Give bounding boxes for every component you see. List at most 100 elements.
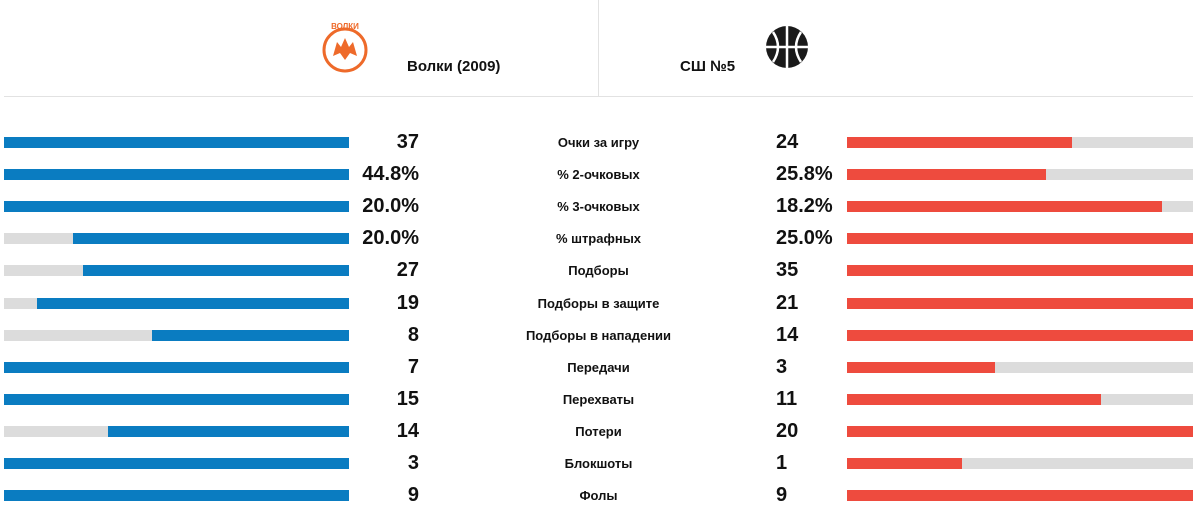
- basketball-icon: [764, 24, 810, 70]
- away-bar-track: [847, 298, 1193, 309]
- away-bar-track: [847, 233, 1193, 244]
- home-stat-value: 8: [407, 324, 419, 346]
- home-bar-fill: [107, 426, 349, 437]
- away-bar-track: [847, 330, 1193, 341]
- away-stat-value: 11: [776, 388, 798, 410]
- home-bar-track: [4, 394, 349, 405]
- home-stat-value: 9: [407, 484, 419, 506]
- home-bar-track: [4, 169, 349, 180]
- home-bar-track: [4, 458, 349, 469]
- away-stat-value: 9: [776, 484, 788, 506]
- home-bar-track: [4, 265, 349, 276]
- away-bar-fill: [847, 362, 996, 373]
- away-bar-fill: [847, 169, 1046, 180]
- stat-label: Фолы: [579, 488, 618, 503]
- away-bar-track: [847, 394, 1193, 405]
- away-stat-value: 35: [776, 259, 799, 281]
- away-bar-fill: [847, 426, 1193, 437]
- away-team-name: СШ №5: [680, 58, 736, 75]
- home-bar-track: [4, 490, 349, 501]
- stat-row: 3 Блокшоты 1: [0, 448, 1197, 480]
- stat-row: 9 Фолы 9: [0, 480, 1197, 512]
- svg-text:ВОЛКИ: ВОЛКИ: [331, 22, 359, 31]
- stat-row: 14 Потери 20: [0, 416, 1197, 448]
- away-stat-value: 20: [776, 420, 799, 442]
- home-bar-fill: [4, 362, 349, 373]
- away-bar-track: [847, 265, 1193, 276]
- home-bar-fill: [4, 490, 349, 501]
- away-bar-fill: [847, 265, 1193, 276]
- away-stat-value: 18.2%: [776, 195, 833, 217]
- away-stat-value: 25.0%: [776, 227, 833, 249]
- home-stat-value: 37: [396, 131, 419, 153]
- home-bar-track: [4, 298, 349, 309]
- home-bar-fill: [4, 394, 349, 405]
- header-separator: [4, 96, 1193, 97]
- stat-label: Передачи: [567, 360, 630, 375]
- home-bar-fill: [73, 233, 349, 244]
- away-bar-fill: [847, 458, 963, 469]
- away-bar-fill: [847, 298, 1193, 309]
- stat-label: % штрафных: [555, 231, 642, 246]
- away-stat-value: 14: [776, 324, 799, 346]
- stat-label: Подборы в защите: [537, 296, 660, 311]
- wolf-logo-icon: ВОЛКИ: [320, 20, 370, 76]
- stat-row: 19 Подборы в защите 21: [0, 288, 1197, 320]
- stat-label: Подборы в нападении: [525, 328, 672, 343]
- away-bar-fill: [847, 330, 1193, 341]
- home-bar-track: [4, 330, 349, 341]
- away-bar-fill: [847, 201, 1162, 212]
- home-bar-fill: [152, 330, 349, 341]
- stat-label: Очки за игру: [557, 135, 640, 150]
- home-bar-track: [4, 201, 349, 212]
- stat-row: 20.0% % 3-очковых 18.2%: [0, 191, 1197, 223]
- home-stat-value: 27: [396, 259, 419, 281]
- home-bar-fill: [4, 458, 349, 469]
- home-bar-track: [4, 426, 349, 437]
- home-bar-track: [4, 137, 349, 148]
- stat-row: 44.8% % 2-очковых 25.8%: [0, 159, 1197, 191]
- stat-label: % 3-очковых: [557, 199, 640, 214]
- home-stat-value: 15: [396, 388, 419, 410]
- home-bar-fill: [4, 137, 349, 148]
- home-stat-value: 7: [407, 356, 419, 378]
- away-bar-track: [847, 201, 1193, 212]
- stat-label: Потери: [575, 424, 622, 439]
- header-divider: [598, 0, 599, 96]
- away-bar-fill: [847, 490, 1193, 501]
- away-bar-fill: [847, 394, 1101, 405]
- home-bar-fill: [4, 169, 349, 180]
- away-bar-track: [847, 426, 1193, 437]
- away-bar-track: [847, 362, 1193, 373]
- away-bar-fill: [847, 233, 1193, 244]
- away-bar-track: [847, 137, 1193, 148]
- home-team-name: Волки (2009): [407, 58, 501, 75]
- stat-row: 20.0% % штрафных 25.0%: [0, 223, 1197, 255]
- home-bar-track: [4, 233, 349, 244]
- away-stat-value: 25.8%: [776, 163, 833, 185]
- stat-row: 8 Подборы в нападении 14: [0, 320, 1197, 352]
- home-stat-value: 3: [407, 452, 419, 474]
- stat-row: 15 Перехваты 11: [0, 384, 1197, 416]
- stat-label: % 2-очковых: [557, 167, 640, 182]
- away-bar-fill: [847, 137, 1072, 148]
- match-header: ВОЛКИ Волки (2009) СШ №5: [0, 0, 1197, 96]
- stat-label: Блокшоты: [564, 456, 633, 471]
- home-stat-value: 19: [396, 292, 419, 314]
- home-stat-value: 14: [396, 420, 419, 442]
- home-stat-value: 44.8%: [362, 163, 419, 185]
- home-stat-value: 20.0%: [362, 195, 419, 217]
- stat-label: Перехваты: [562, 392, 635, 407]
- away-stat-value: 24: [776, 131, 799, 153]
- home-bar-fill: [36, 298, 349, 309]
- stat-row: 37 Очки за игру 24: [0, 127, 1197, 159]
- home-bar-fill: [83, 265, 349, 276]
- home-bar-fill: [4, 201, 349, 212]
- stat-row: 27 Подборы 35: [0, 255, 1197, 287]
- away-bar-track: [847, 458, 1193, 469]
- away-bar-track: [847, 490, 1193, 501]
- away-stat-value: 1: [776, 452, 788, 474]
- home-stat-value: 20.0%: [362, 227, 419, 249]
- home-bar-track: [4, 362, 349, 373]
- away-stat-value: 21: [776, 292, 799, 314]
